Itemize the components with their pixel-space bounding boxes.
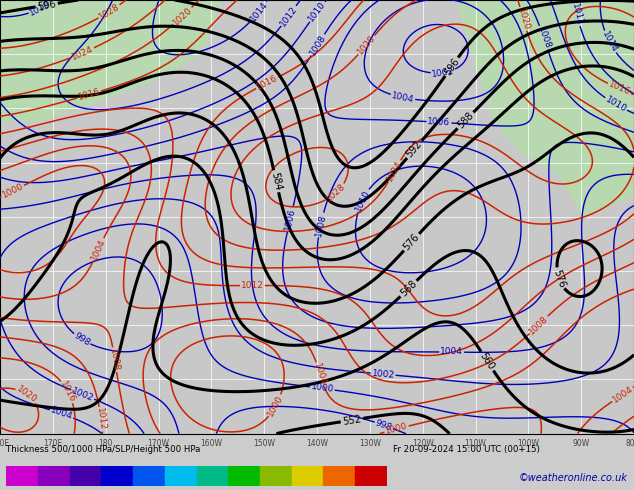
Text: 1020: 1020 — [15, 384, 39, 405]
Text: 130W: 130W — [359, 439, 381, 448]
Text: 1008: 1008 — [108, 347, 121, 372]
Text: 1016: 1016 — [58, 379, 77, 404]
Bar — [38, 466, 70, 486]
Text: 1004: 1004 — [312, 362, 328, 387]
Text: 1014: 1014 — [600, 30, 619, 54]
Text: 1008: 1008 — [308, 33, 328, 57]
Text: 1012: 1012 — [241, 281, 264, 290]
Bar — [228, 466, 260, 486]
Text: 1004: 1004 — [440, 347, 463, 357]
Text: 576: 576 — [401, 232, 422, 252]
Text: 1002: 1002 — [372, 368, 395, 380]
Bar — [133, 466, 165, 486]
Text: 1008: 1008 — [314, 213, 328, 237]
Text: 170W: 170W — [148, 439, 169, 448]
Text: 1014: 1014 — [249, 0, 269, 24]
Text: 150W: 150W — [253, 439, 275, 448]
Bar — [165, 466, 197, 486]
Bar — [197, 466, 228, 486]
Text: 1016: 1016 — [255, 74, 280, 92]
Text: ©weatheronline.co.uk: ©weatheronline.co.uk — [519, 473, 628, 483]
Text: 1028: 1028 — [97, 2, 121, 22]
Text: 1020: 1020 — [515, 7, 531, 31]
Text: 592: 592 — [404, 139, 424, 160]
Text: 568: 568 — [398, 279, 418, 298]
Text: 1010: 1010 — [354, 188, 372, 213]
Polygon shape — [456, 0, 634, 217]
Text: 1006: 1006 — [427, 117, 451, 127]
Text: 180E: 180E — [0, 439, 10, 448]
Text: 1006: 1006 — [283, 207, 297, 231]
Text: 1000: 1000 — [310, 383, 334, 394]
Text: 160W: 160W — [200, 439, 223, 448]
Text: 80W: 80W — [625, 439, 634, 448]
Text: 120W: 120W — [411, 439, 434, 448]
Text: 998: 998 — [374, 418, 394, 432]
Text: Thickness 500/1000 HPa/SLP/Height 500 HPa: Thickness 500/1000 HPa/SLP/Height 500 HP… — [6, 445, 201, 454]
Text: 170E: 170E — [43, 439, 63, 448]
Bar — [70, 466, 101, 486]
Text: 588: 588 — [455, 110, 476, 130]
Text: 1002: 1002 — [431, 67, 455, 78]
Text: 1020: 1020 — [171, 5, 194, 27]
Bar — [292, 466, 323, 486]
Text: 1020: 1020 — [356, 33, 377, 56]
Text: 1010: 1010 — [307, 0, 328, 24]
Text: 1008: 1008 — [536, 25, 552, 50]
Text: 1000: 1000 — [266, 393, 285, 418]
Text: 1012: 1012 — [278, 4, 299, 28]
Polygon shape — [0, 0, 222, 122]
Text: 1004: 1004 — [391, 91, 415, 104]
Text: 596: 596 — [442, 56, 461, 77]
Text: 140W: 140W — [306, 439, 328, 448]
Text: 1008: 1008 — [527, 314, 550, 336]
Text: 1004: 1004 — [611, 384, 634, 405]
Bar — [323, 466, 355, 486]
Text: 1010: 1010 — [604, 95, 628, 114]
Text: 180: 180 — [98, 439, 113, 448]
Text: 110W: 110W — [465, 439, 486, 448]
Text: 1024: 1024 — [385, 159, 404, 183]
Text: 1004: 1004 — [49, 406, 74, 422]
Text: 1002: 1002 — [70, 386, 95, 403]
Bar — [355, 466, 387, 486]
Text: 584: 584 — [269, 171, 283, 192]
Text: 1016: 1016 — [607, 80, 631, 98]
Text: 1024: 1024 — [70, 44, 95, 61]
Text: 998: 998 — [72, 331, 92, 348]
Text: 552: 552 — [342, 414, 362, 426]
Text: 100W: 100W — [517, 439, 540, 448]
Text: 1012: 1012 — [95, 407, 107, 431]
Text: 560: 560 — [478, 351, 496, 371]
Text: 1012: 1012 — [570, 2, 584, 26]
Text: 1028: 1028 — [325, 182, 347, 204]
Text: 1016: 1016 — [77, 87, 101, 102]
Text: 90W: 90W — [573, 439, 590, 448]
Text: 1010: 1010 — [28, 0, 53, 18]
Bar — [260, 466, 292, 486]
Text: 576: 576 — [551, 268, 567, 289]
Text: 596: 596 — [37, 0, 56, 12]
Text: 1004: 1004 — [89, 237, 107, 262]
Text: Fr 20-09-2024 15:00 UTC (00+15): Fr 20-09-2024 15:00 UTC (00+15) — [393, 445, 540, 454]
Bar — [6, 466, 38, 486]
Text: 1000: 1000 — [1, 182, 25, 200]
Bar — [101, 466, 133, 486]
Text: 1000: 1000 — [384, 422, 409, 437]
